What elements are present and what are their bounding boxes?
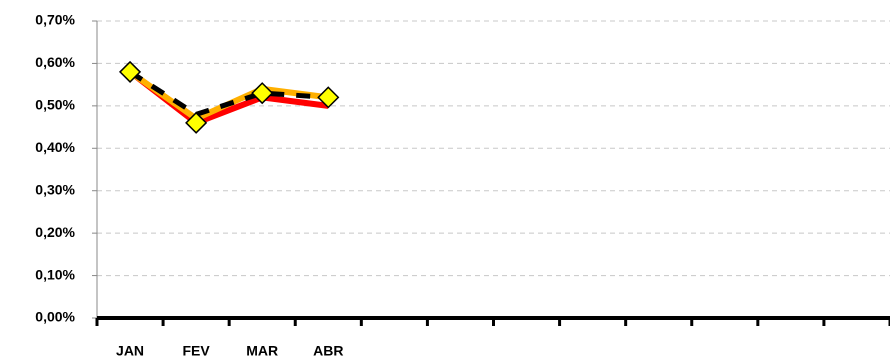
marker: [118, 60, 142, 83]
x-tick-label: ABR: [313, 343, 343, 359]
x-tick-label: MAR: [246, 343, 278, 359]
y-tick-label: 0,40%: [35, 139, 75, 155]
x-tick-label: FEV: [183, 343, 211, 359]
y-tick-label: 0,50%: [35, 97, 75, 113]
y-tick-label: 0,10%: [35, 266, 75, 282]
x-tick-label: JAN: [116, 343, 144, 359]
y-tick-label: 0,00%: [35, 309, 75, 325]
series-line: [128, 69, 329, 117]
y-tick-label: 0,70%: [35, 12, 75, 28]
y-tick-label: 0,60%: [35, 54, 75, 70]
y-tick-label: 0,30%: [35, 181, 75, 197]
marker: [251, 82, 274, 105]
y-tick-label: 0,20%: [35, 224, 75, 240]
marker: [185, 111, 208, 134]
marker: [317, 86, 340, 109]
